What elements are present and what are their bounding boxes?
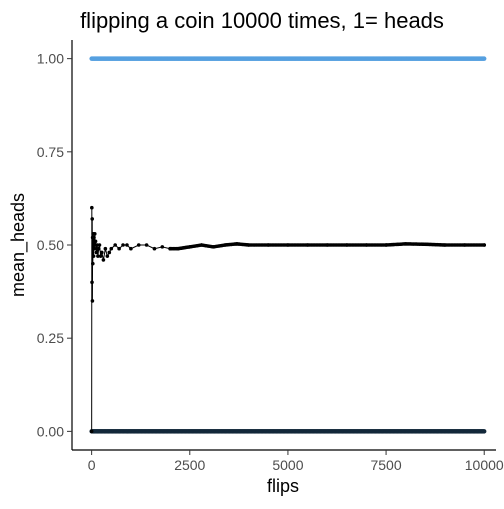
x-tick-label: 5000 (272, 457, 303, 473)
y-tick-label: 0.75 (37, 144, 64, 160)
running-mean-point (117, 246, 121, 251)
x-tick-label: 10000 (465, 457, 504, 473)
running-mean-point (105, 254, 110, 258)
running-mean-point (94, 250, 99, 255)
y-axis-label: mean_heads (8, 193, 29, 297)
running-mean-point (91, 261, 95, 266)
running-mean-point (100, 250, 104, 255)
y-tick-label: 0.00 (37, 423, 64, 439)
running-mean-point (136, 243, 141, 247)
running-mean-point (482, 243, 487, 247)
running-mean-point (144, 243, 149, 247)
running-mean-point (90, 280, 94, 285)
running-mean-point (113, 243, 117, 247)
running-mean-point (93, 239, 98, 244)
running-mean-point (125, 243, 129, 247)
running-mean-point (101, 258, 106, 262)
running-mean-point (107, 250, 112, 255)
running-mean-point (89, 429, 94, 434)
running-mean-point (96, 254, 100, 258)
flip-point-0 (482, 56, 487, 61)
running-mean-point (103, 246, 108, 251)
running-mean-point (98, 254, 103, 258)
x-tick-label: 7500 (370, 457, 401, 473)
running-mean-point (91, 254, 96, 258)
x-tick-label: 2500 (174, 457, 205, 473)
running-mean-point (92, 232, 97, 236)
running-mean-point (160, 245, 165, 249)
y-tick-label: 0.50 (37, 237, 64, 253)
running-mean-point (92, 235, 96, 240)
plot-area (89, 56, 487, 434)
running-mean-point (90, 299, 95, 303)
running-mean-point (96, 246, 101, 251)
running-mean-point (152, 246, 157, 251)
running-mean-point (90, 217, 95, 221)
x-tick-label: 0 (88, 457, 96, 473)
running-mean-point (129, 246, 133, 251)
running-mean-point (109, 246, 114, 251)
x-axis-label: flips (267, 476, 299, 496)
running-mean-point (92, 246, 97, 251)
running-mean-point (97, 243, 102, 247)
flip-point-1 (482, 429, 487, 434)
running-mean-line (91, 207, 485, 432)
running-mean-point (90, 205, 94, 210)
y-tick-label: 1.00 (37, 51, 64, 67)
tick-layer: 0 2500 5000 7500 10000 0.00 0.25 0.50 0.75 1.00 (37, 51, 504, 473)
running-mean-point (121, 243, 125, 247)
chart-title: flipping a coin 10000 times, 1= heads (80, 8, 444, 33)
y-tick-label: 0.25 (37, 330, 64, 346)
